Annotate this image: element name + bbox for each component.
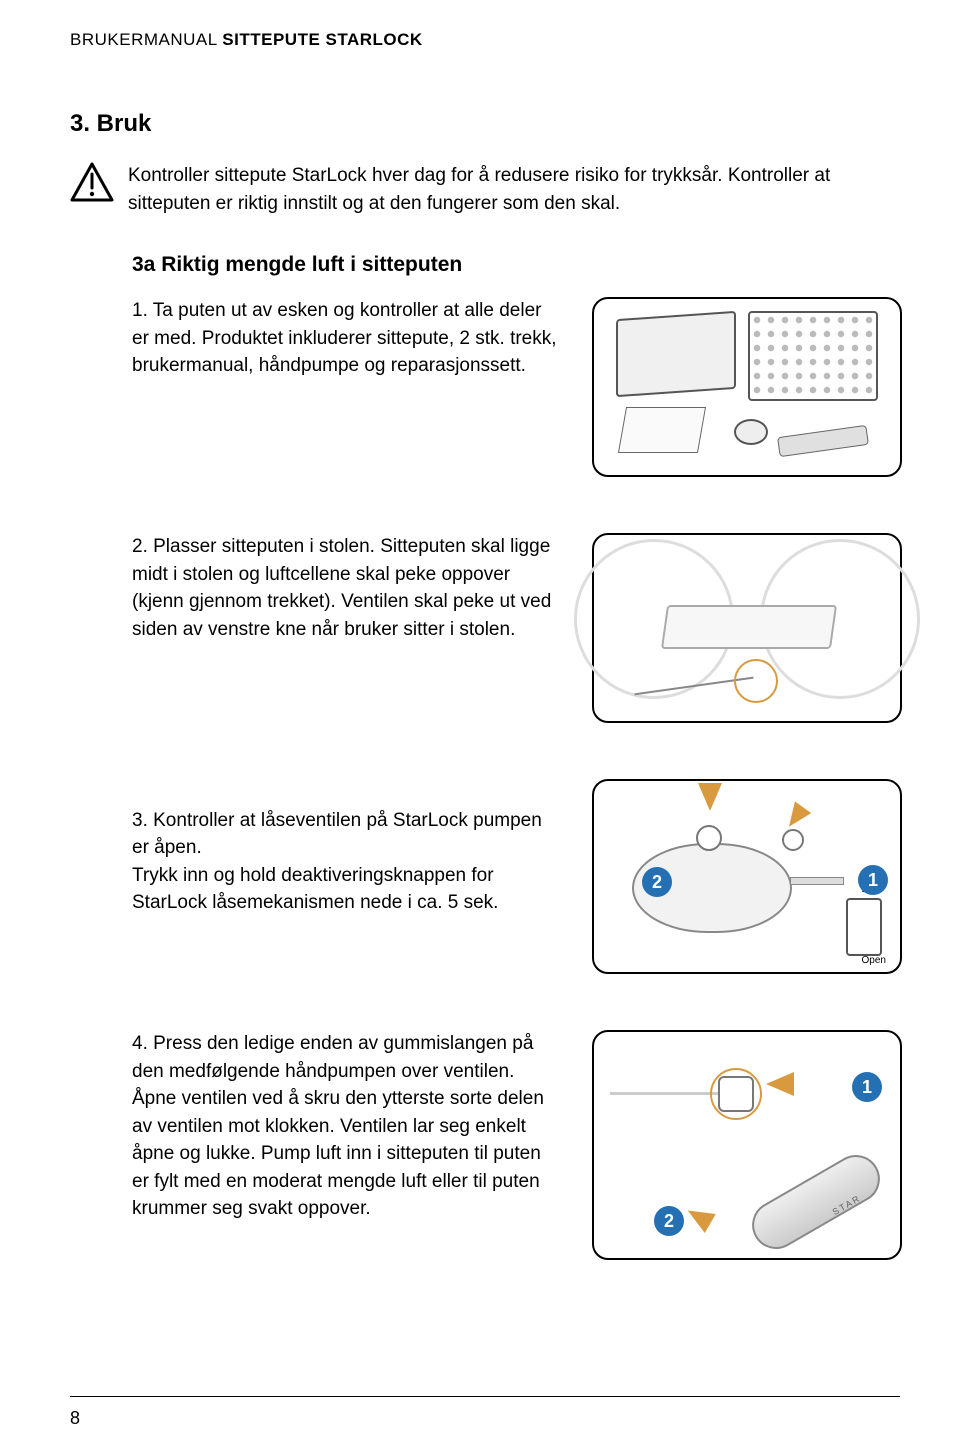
header-bold: SITTEPUTE STARLOCK: [222, 30, 422, 49]
arrow-down-icon: [698, 783, 722, 811]
pump-tube-shape: [790, 877, 844, 885]
badge-2: 2: [654, 1206, 684, 1236]
step-2-num: 2.: [132, 536, 148, 557]
arrow-upleft-icon: [686, 1206, 712, 1228]
illustration-3: Open 2 1: [592, 779, 902, 974]
badge-2: 2: [642, 867, 672, 897]
cushion-cells-shape: [748, 311, 878, 401]
seat-shape: [661, 605, 837, 649]
step-1-text: 1. Ta puten ut av esken og kontroller at…: [132, 297, 562, 380]
manual-shape: [618, 407, 706, 453]
valve-body-shape: [846, 898, 882, 956]
valve-highlight-circle: [734, 659, 778, 703]
step-1-body: Ta puten ut av esken og kontroller at al…: [132, 300, 557, 376]
step-3: 3. Kontroller at låseventilen på StarLoc…: [132, 779, 900, 974]
step-2: 2. Plasser sitteputen i stolen. Sitteput…: [132, 533, 900, 723]
badge-1: 1: [852, 1072, 882, 1102]
step-4-num: 4.: [132, 1033, 148, 1054]
step-4-text: 4. Press den ledige enden av gummislange…: [132, 1030, 562, 1223]
subsection-title: 3a Riktig mengde luft i sitteputen: [132, 253, 900, 277]
illustration-1: [592, 297, 902, 477]
step-2-body: Plasser sitteputen i stolen. Sitteputen …: [132, 536, 551, 640]
connector-shape: [718, 1076, 754, 1112]
step-2-text: 2. Plasser sitteputen i stolen. Sitteput…: [132, 533, 562, 643]
page-header: BRUKERMANUAL SITTEPUTE STARLOCK: [70, 30, 900, 50]
cushion-cover-shape: [616, 311, 736, 397]
warning-triangle-icon: [70, 162, 114, 202]
step-4-body: Press den ledige enden av gummislangen p…: [132, 1033, 544, 1219]
open-label: Open: [862, 955, 886, 966]
bulb-shape: [734, 419, 768, 445]
step-3-num: 3.: [132, 810, 148, 831]
step-3-text: 3. Kontroller at låseventilen på StarLoc…: [132, 779, 562, 917]
page-number: 8: [70, 1408, 80, 1429]
knob News-2-shape: [782, 829, 804, 851]
illustration-2: [592, 533, 902, 723]
badge-1: 1: [858, 865, 888, 895]
step-1: 1. Ta puten ut av esken og kontroller at…: [132, 297, 900, 477]
step-3-body: Kontroller at låseventilen på StarLock p…: [132, 810, 542, 914]
step-1-num: 1.: [132, 300, 148, 321]
tool-shape: [777, 425, 869, 457]
illustration-4: STAR 1 2: [592, 1030, 902, 1260]
step-4: 4. Press den ledige enden av gummislange…: [132, 1030, 900, 1260]
pump-handle-shape: [743, 1146, 888, 1258]
header-light: BRUKERMANUAL: [70, 30, 222, 49]
arrow-left-icon: [766, 1072, 794, 1096]
arrow-diagonal-icon: [786, 805, 806, 829]
knob-1-shape: [696, 825, 722, 851]
section-title: 3. Bruk: [70, 110, 900, 138]
footer-rule: [70, 1396, 900, 1397]
warning-block: Kontroller sittepute StarLock hver dag f…: [70, 162, 900, 217]
warning-text: Kontroller sittepute StarLock hver dag f…: [128, 162, 900, 217]
